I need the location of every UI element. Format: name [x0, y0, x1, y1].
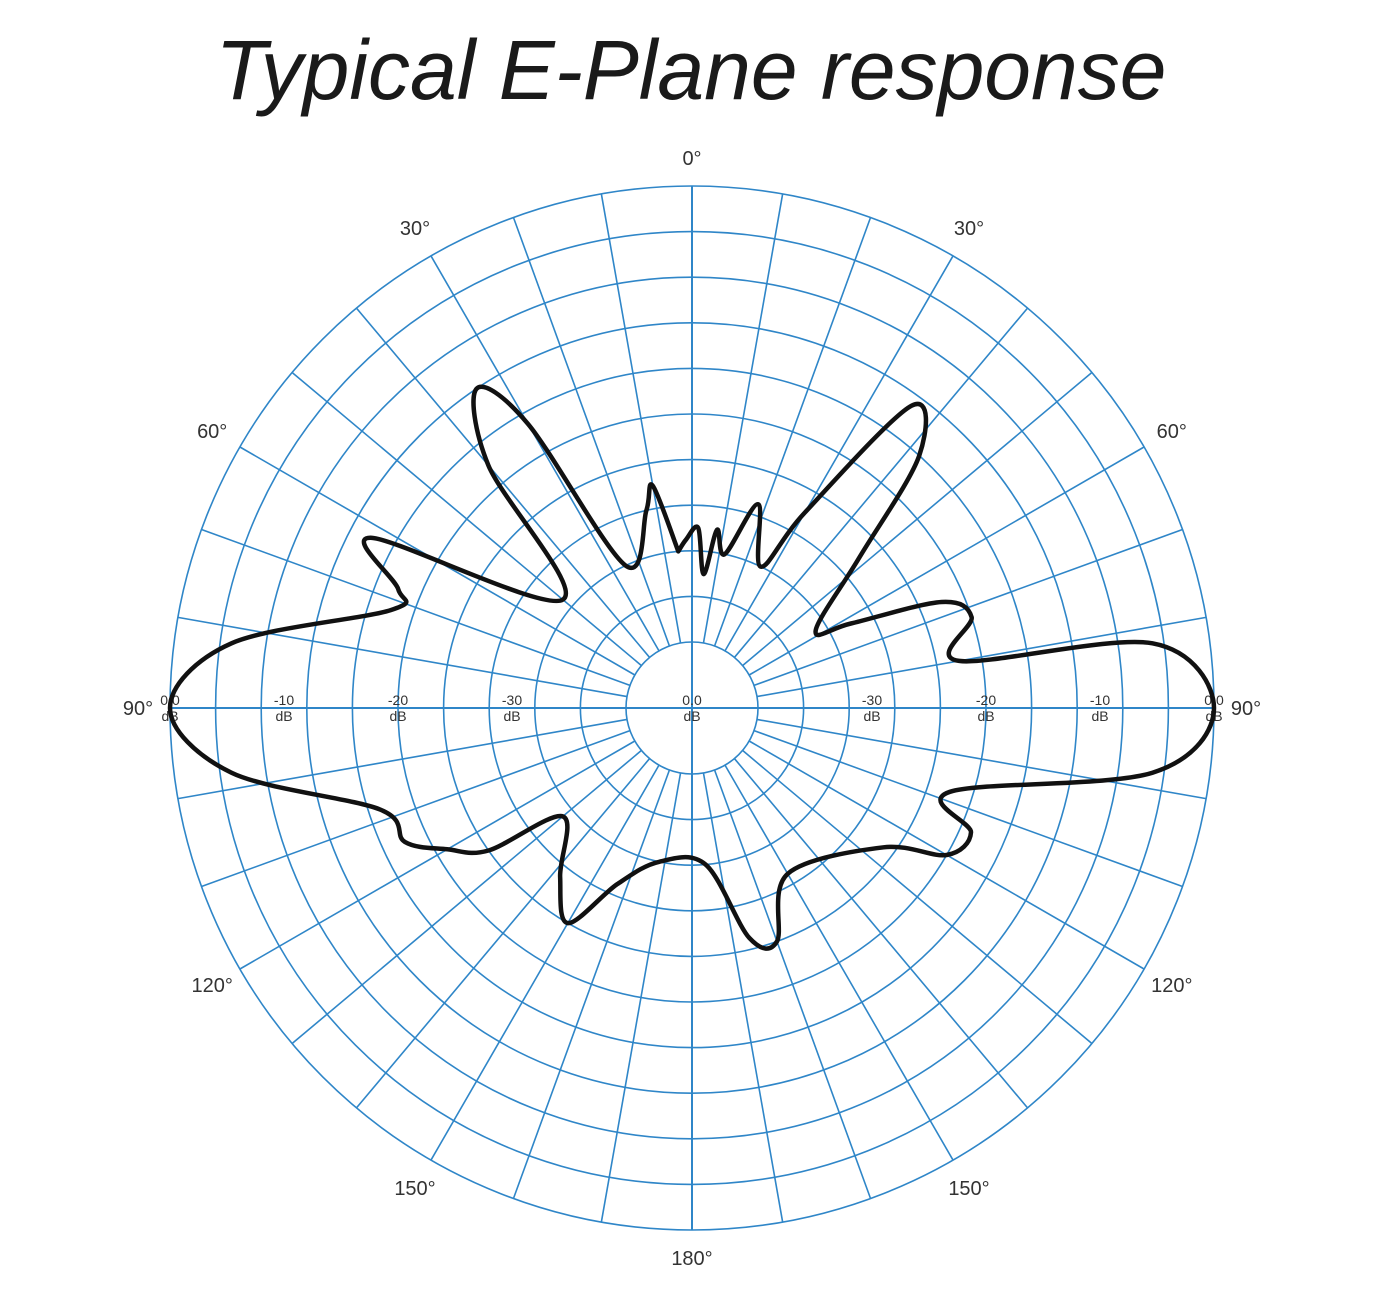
angle-label: 30° [400, 218, 430, 240]
grid-spoke [702, 772, 784, 1223]
db-tick-label-left: -30 [502, 692, 522, 708]
grid-spoke [430, 764, 660, 1161]
angle-label: 60° [1157, 421, 1187, 443]
db-unit-label-right: dB [863, 708, 880, 724]
db-unit-label-left: dB [275, 708, 292, 724]
db-unit-label-left: dB [503, 708, 520, 724]
grid-spoke [600, 772, 682, 1223]
db-unit-label-left: dB [389, 708, 406, 724]
db-tick-label-right: -20 [976, 692, 996, 708]
db-tick-label-right: -10 [1090, 692, 1110, 708]
grid-spoke [239, 740, 636, 970]
angle-label: 120° [192, 975, 233, 997]
grid-spoke [753, 729, 1183, 888]
grid-spoke [713, 217, 872, 647]
grid-spoke [355, 307, 651, 658]
grid-spoke [702, 193, 784, 644]
grid-spoke [355, 758, 651, 1109]
db-tick-label-left: -10 [274, 692, 294, 708]
angle-label: 60° [197, 421, 227, 443]
angle-label: 150° [394, 1178, 435, 1200]
grid-spoke [742, 371, 1093, 667]
grid-spoke [748, 446, 1145, 676]
grid-spoke [201, 729, 631, 888]
angle-labels: 0° 30° 30° 60° 60° 90° 90° 120° 120° 150° 150° 180° [123, 148, 1261, 1270]
db-tick-label-right: -30 [862, 692, 882, 708]
db-tick-labels: 0.0dB0.0dB-10dB-10dB-20dB-20dB-30dB-30dB… [160, 692, 1224, 724]
angle-label: 180° [671, 1248, 712, 1270]
grid-spoke [756, 616, 1207, 698]
grid-spoke [291, 371, 642, 667]
angle-label: 30° [954, 218, 984, 240]
chart-title: Typical E-Plane response [215, 23, 1167, 117]
grid-spoke [733, 307, 1029, 658]
grid-spoke [756, 718, 1207, 800]
angle-label: 150° [948, 1178, 989, 1200]
grid-spoke [733, 758, 1029, 1109]
grid-spoke [713, 769, 872, 1199]
db-tick-label-left: -20 [388, 692, 408, 708]
angle-label: 0° [682, 148, 701, 170]
db-tick-label-center: 0.0 [682, 692, 702, 708]
db-unit-label-right: dB [1091, 708, 1108, 724]
db-unit-label-center: dB [683, 708, 700, 724]
polar-grid [169, 185, 1215, 1231]
angle-label: 90° [1231, 698, 1261, 720]
db-unit-label-right: dB [977, 708, 994, 724]
grid-spoke [512, 769, 671, 1199]
series-line [167, 384, 1217, 951]
grid-spoke [177, 718, 628, 800]
grid-spoke [724, 255, 954, 652]
grid-spoke [177, 616, 628, 698]
grid-spoke [291, 749, 642, 1045]
series-layer [167, 384, 1217, 951]
grid-spoke [600, 193, 682, 644]
grid-spoke [430, 255, 660, 652]
grid-spoke [512, 217, 671, 647]
angle-label: 90° [123, 698, 153, 720]
grid-spoke [742, 749, 1093, 1045]
grid-spoke [201, 528, 631, 687]
angle-label: 120° [1151, 975, 1192, 997]
grid-spoke [724, 764, 954, 1161]
